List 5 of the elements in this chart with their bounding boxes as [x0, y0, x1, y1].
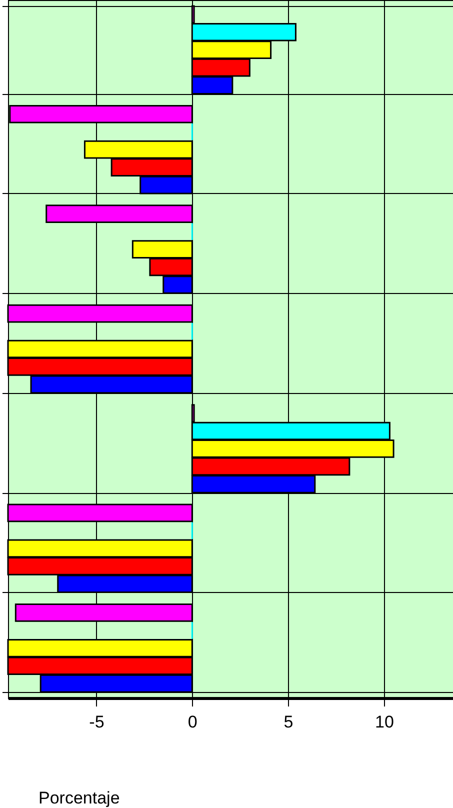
x-tick-label: -5	[89, 712, 104, 732]
x-axis-title: Porcentaje	[38, 788, 120, 808]
x-tick-label: 10	[374, 712, 394, 732]
x-tick-label: 0	[188, 712, 198, 732]
x-tick-label: 5	[284, 712, 294, 732]
